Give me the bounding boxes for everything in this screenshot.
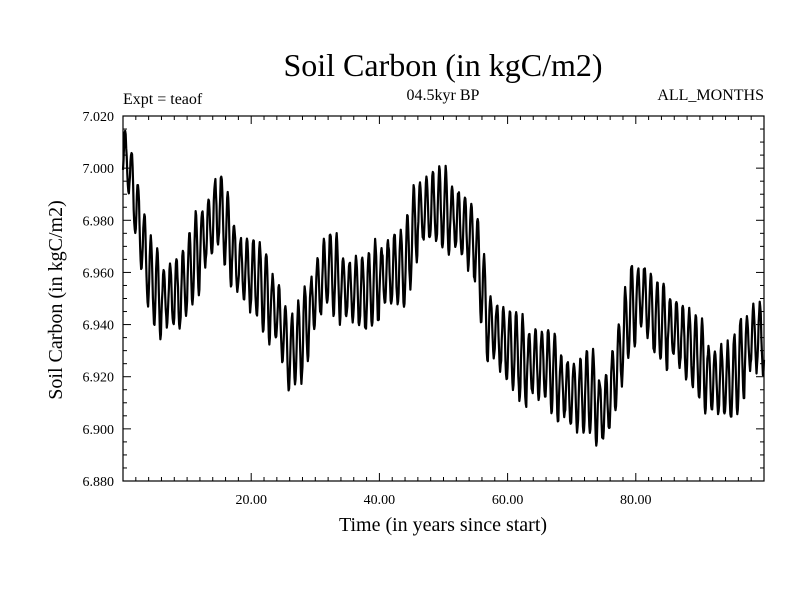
tick-labels: 6.880 6.900 6.920 6.940 6.960 6.980 7.000 7.020… [83, 110, 652, 508]
y-tick-label: 6.960 [83, 266, 115, 281]
y-axis-title: Soil Carbon (in kgC/m2) [45, 200, 67, 399]
axis-ticks [122, 115, 765, 482]
experiment-label: Expt = teaof [123, 91, 203, 108]
x-axis-title: Time (in years since start) [339, 514, 547, 536]
y-tick-label: 6.980 [83, 214, 115, 229]
y-tick-label: 7.020 [83, 110, 115, 125]
chart-title: Soil Carbon (in kgC/m2) [283, 47, 602, 83]
y-tick-label: 6.900 [83, 423, 115, 438]
y-tick-label: 6.920 [83, 371, 115, 386]
y-tick-label: 6.940 [83, 319, 115, 334]
plot-frame [122, 115, 765, 482]
months-label: ALL_MONTHS [657, 87, 764, 104]
x-tick-label: 60.00 [492, 493, 524, 508]
x-tick-label: 20.00 [235, 493, 267, 508]
y-tick-label: 7.000 [83, 162, 115, 177]
x-tick-label: 80.00 [620, 493, 652, 508]
soil-carbon-series-line [121, 129, 766, 447]
y-tick-label: 6.880 [83, 475, 115, 490]
x-tick-label: 40.00 [364, 493, 396, 508]
period-label: 04.5kyr BP [407, 87, 480, 104]
